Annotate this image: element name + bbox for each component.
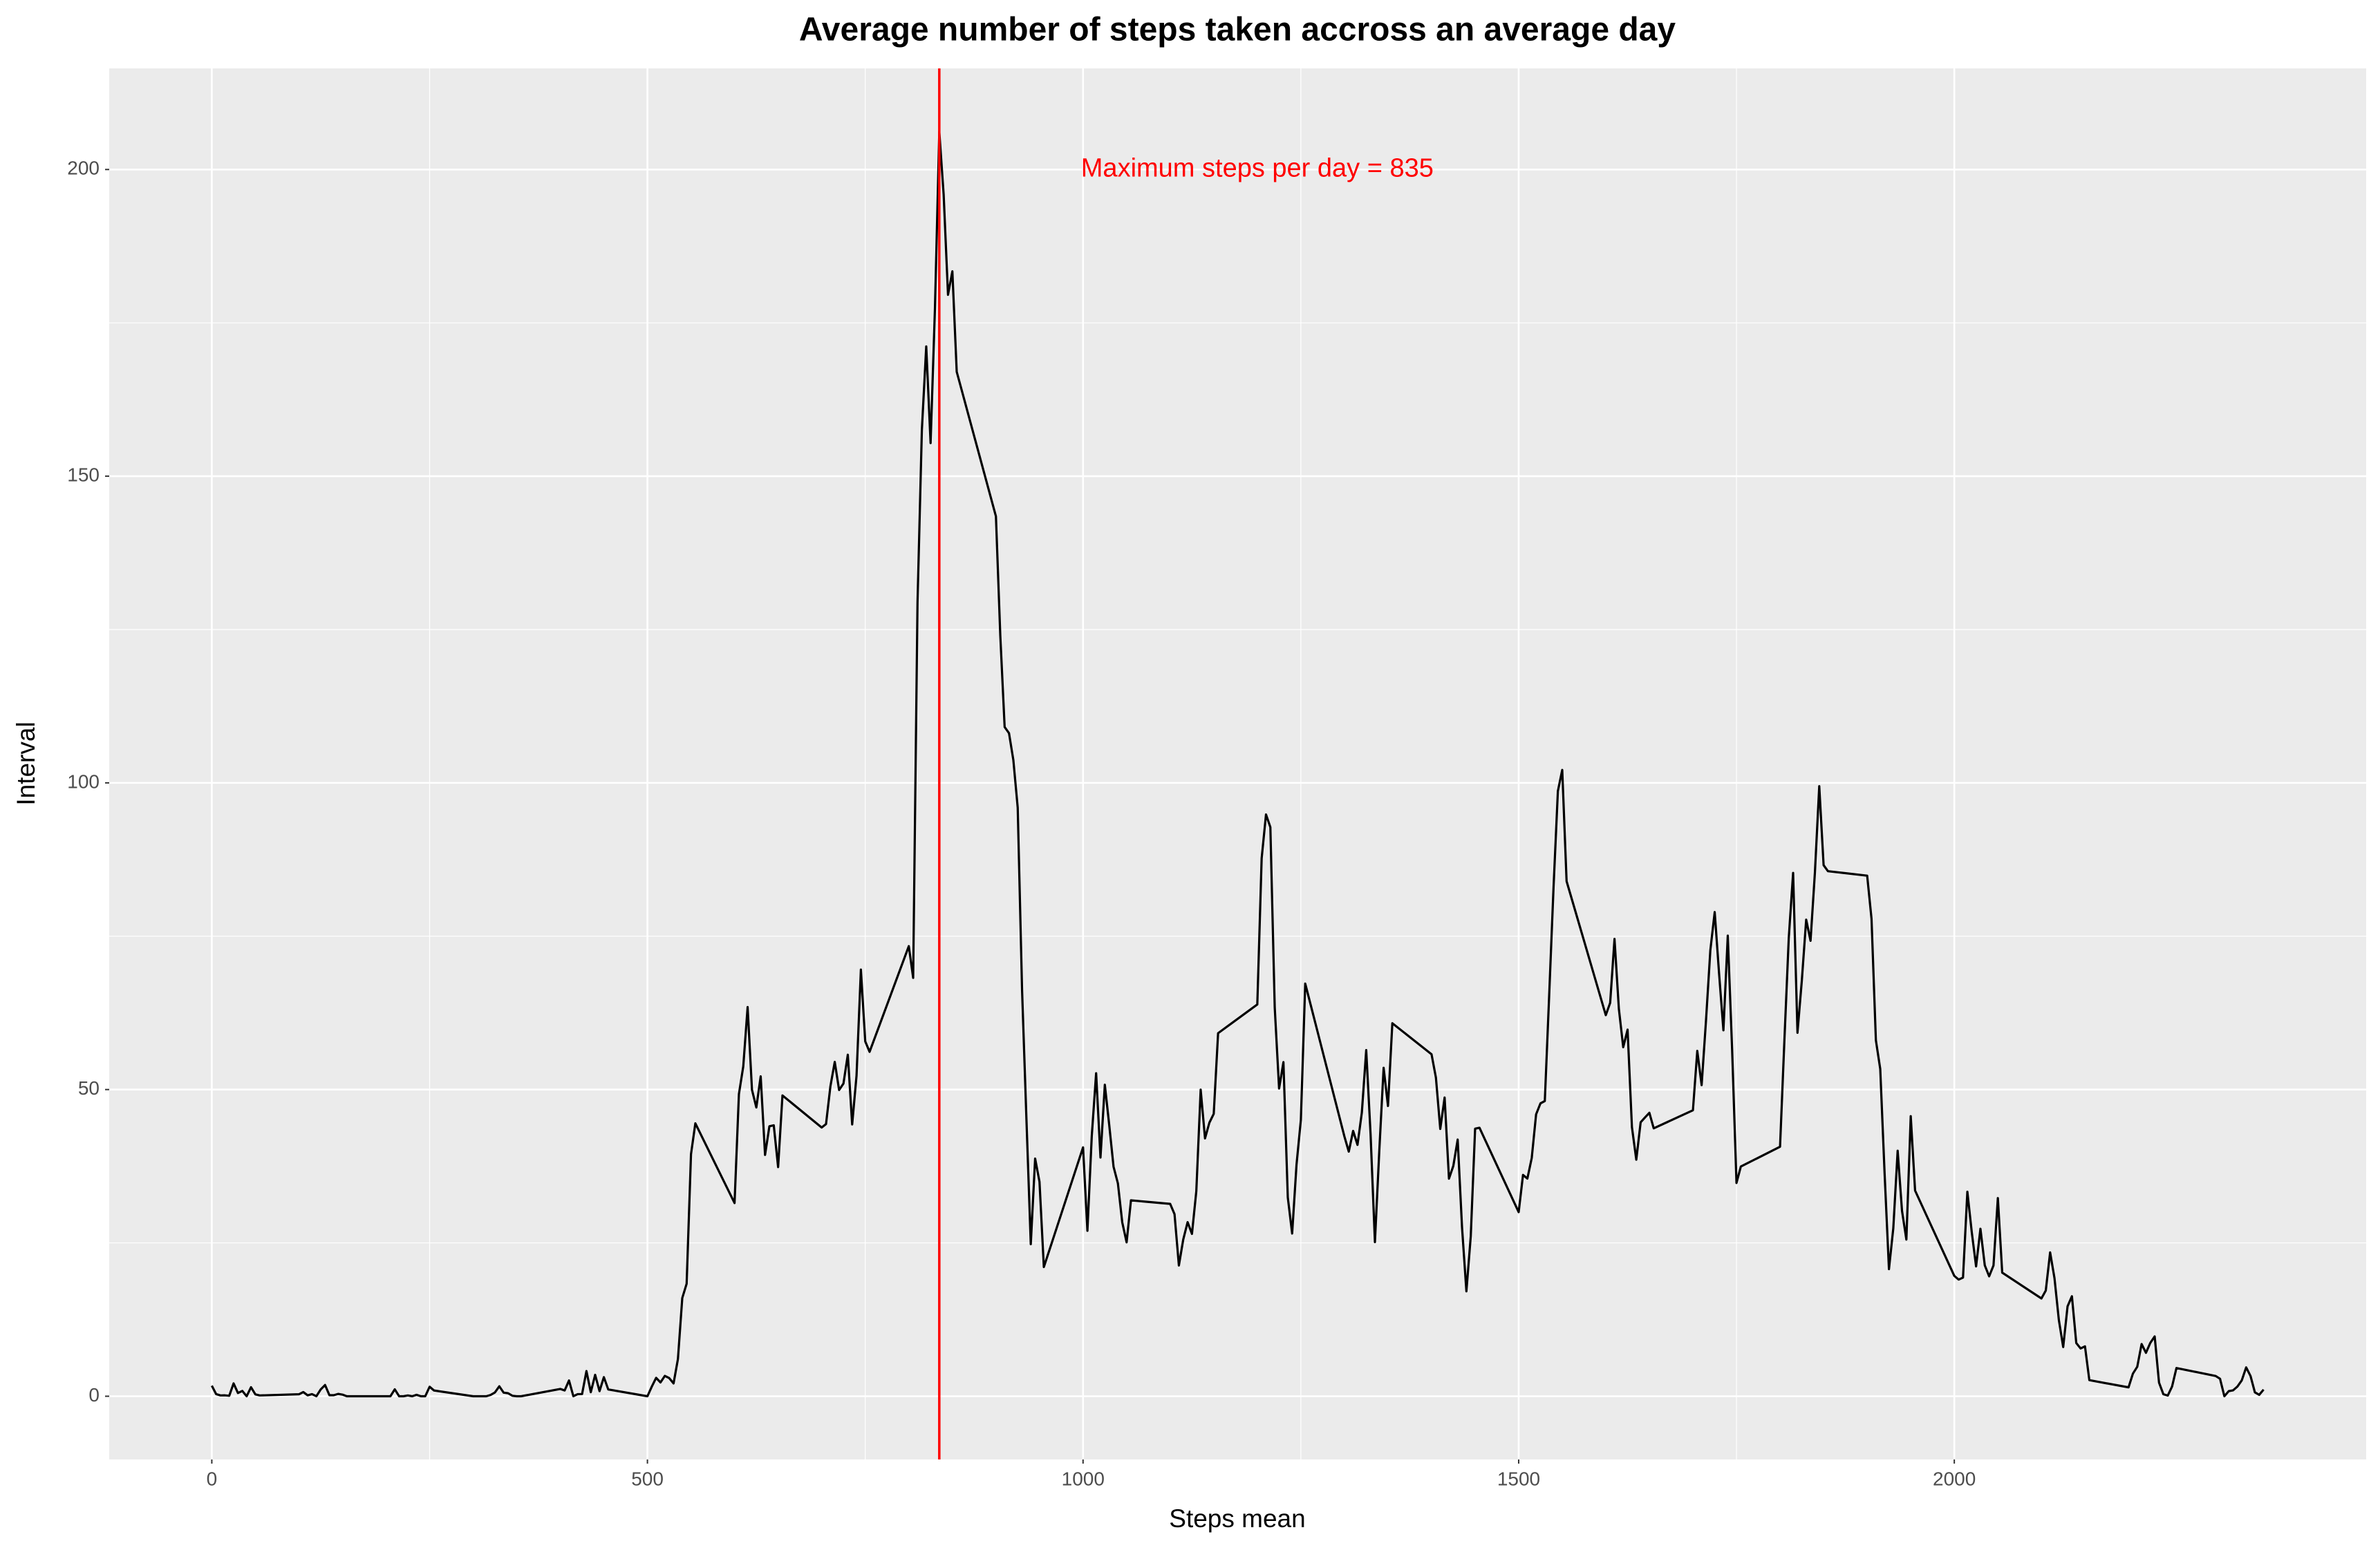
y-axis-title: Interval <box>12 721 40 805</box>
x-tick-label: 0 <box>207 1468 218 1489</box>
x-tick-label: 2000 <box>1933 1468 1976 1489</box>
y-tick-label: 150 <box>67 464 100 485</box>
x-axis-title: Steps mean <box>1169 1504 1305 1533</box>
annotation: Maximum steps per day = 835 <box>1081 153 1434 182</box>
chart-title: Average number of steps taken accross an… <box>799 12 1676 48</box>
x-tick-label: 500 <box>631 1468 664 1489</box>
y-tick-label: 50 <box>78 1077 100 1099</box>
y-tick-label: 200 <box>67 158 100 179</box>
panel <box>109 68 2366 1459</box>
y-tick-label: 100 <box>67 771 100 792</box>
y-tick-label: 0 <box>88 1384 100 1406</box>
x-tick-label: 1500 <box>1497 1468 1540 1489</box>
x-tick-label: 1000 <box>1062 1468 1105 1489</box>
data-line <box>210 130 2265 1398</box>
